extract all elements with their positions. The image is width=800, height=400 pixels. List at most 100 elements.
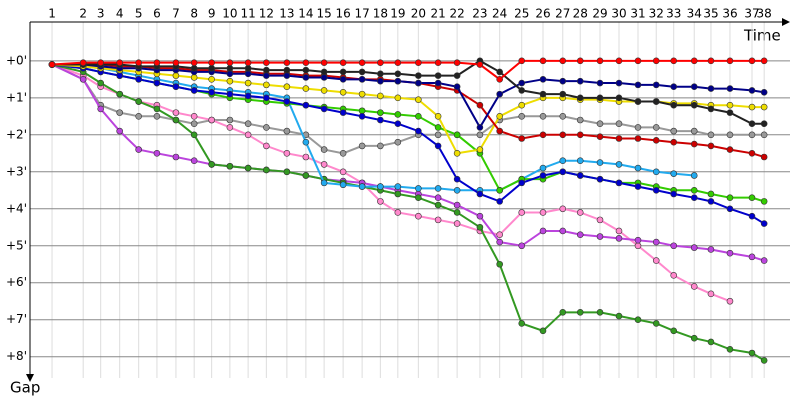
data-point <box>226 162 234 170</box>
data-point <box>135 98 142 105</box>
data-point <box>634 242 642 250</box>
data-point <box>320 59 328 66</box>
data-point <box>263 124 270 131</box>
data-point <box>670 242 678 250</box>
data-point <box>748 349 756 357</box>
x-tick-label: 13 <box>279 7 294 21</box>
data-point <box>394 59 402 66</box>
data-point <box>760 357 768 364</box>
data-point <box>634 316 642 324</box>
data-point <box>615 312 623 320</box>
data-point <box>283 168 291 176</box>
data-point <box>760 120 768 128</box>
data-point <box>596 79 604 87</box>
data-point <box>539 327 547 335</box>
data-point <box>79 76 87 83</box>
x-tick-label: 25 <box>514 7 529 21</box>
series-line <box>51 63 695 192</box>
data-point <box>707 290 715 298</box>
x-tick-label: 23 <box>472 7 487 21</box>
data-point <box>615 79 623 87</box>
data-point <box>320 87 328 94</box>
data-point <box>559 205 567 213</box>
data-point <box>434 185 442 192</box>
data-point <box>615 135 623 142</box>
data-point <box>263 166 270 174</box>
x-tick-label: 29 <box>592 7 607 21</box>
data-point <box>302 85 310 92</box>
data-point <box>652 320 660 327</box>
data-point <box>97 105 104 113</box>
data-point <box>615 120 623 128</box>
data-point <box>415 79 422 87</box>
data-point <box>415 96 422 103</box>
data-point <box>226 124 234 131</box>
data-point <box>596 133 604 140</box>
data-point <box>690 57 698 65</box>
data-point <box>518 57 526 65</box>
data-point <box>453 201 461 209</box>
data-point <box>172 59 180 66</box>
x-axis-arrow <box>782 18 790 26</box>
data-point <box>476 212 484 220</box>
data-point <box>496 90 503 98</box>
data-point <box>434 131 442 139</box>
data-point <box>707 142 715 150</box>
data-point <box>748 194 756 201</box>
data-point <box>596 309 604 316</box>
data-point <box>358 59 366 66</box>
data-point <box>539 227 547 235</box>
data-point <box>615 227 623 235</box>
data-point <box>377 59 384 66</box>
y-tick-label: +3' <box>6 164 27 178</box>
data-point <box>576 77 584 85</box>
data-point <box>453 186 461 194</box>
data-point <box>559 227 567 235</box>
data-point <box>358 107 366 115</box>
data-point <box>496 76 503 83</box>
data-point <box>244 70 252 78</box>
x-tick-label: 18 <box>373 7 388 21</box>
y-tick-label: +5' <box>6 238 27 252</box>
data-point <box>615 57 623 65</box>
x-tick-label: 14 <box>298 7 313 21</box>
data-point <box>539 172 547 179</box>
data-point <box>518 113 526 120</box>
data-point <box>453 175 461 183</box>
data-point <box>707 105 715 113</box>
data-point <box>434 201 442 209</box>
data-point <box>690 140 698 148</box>
data-point <box>690 334 698 342</box>
data-point <box>576 131 584 139</box>
data-point <box>496 113 503 120</box>
y-tick-label: +7' <box>6 312 27 326</box>
data-point <box>559 309 567 316</box>
data-point <box>760 103 768 111</box>
data-point <box>263 66 270 74</box>
data-point <box>453 59 461 66</box>
data-point <box>476 131 484 139</box>
data-point <box>559 168 567 176</box>
data-point <box>652 81 660 89</box>
data-point <box>576 172 584 179</box>
data-point <box>190 64 198 72</box>
series-line <box>51 63 731 303</box>
x-axis-label: Time <box>743 27 781 45</box>
data-point <box>707 190 715 198</box>
data-point <box>453 83 461 91</box>
x-tick-label: 9 <box>208 7 216 21</box>
data-point <box>760 220 768 227</box>
data-point <box>116 59 123 66</box>
data-point <box>415 185 422 192</box>
data-point <box>394 183 402 190</box>
data-point <box>476 223 484 231</box>
data-point <box>244 131 252 139</box>
data-point <box>634 236 642 244</box>
data-point <box>726 57 734 65</box>
x-tick-label: 15 <box>316 7 331 21</box>
data-point <box>226 77 234 85</box>
data-point <box>518 242 526 250</box>
data-point <box>670 327 678 335</box>
